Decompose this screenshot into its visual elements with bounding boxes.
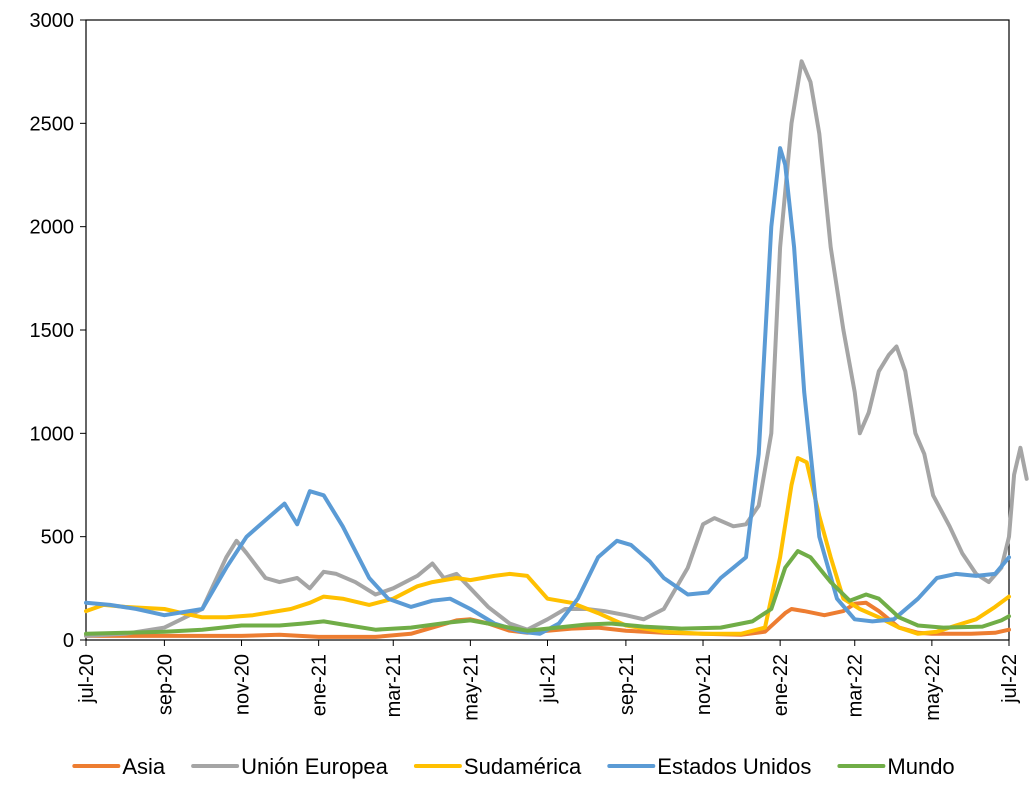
y-axis: 0 500 1000 1500 2000 2500 3000 <box>30 10 86 652</box>
series-line-union-europea <box>84 59 1029 638</box>
x-tick-label: nov-21 <box>693 654 715 715</box>
x-tick-label: jul-20 <box>76 654 98 704</box>
legend-label-sudamerica: Sudamérica <box>464 754 582 779</box>
plot-area <box>85 19 1010 641</box>
series-line-mundo <box>84 549 1011 636</box>
series-line-estados-unidos <box>84 146 1011 636</box>
x-tick-label: mar-21 <box>383 654 405 717</box>
legend-label-mundo: Mundo <box>887 754 954 779</box>
y-tick-label: 1500 <box>30 320 75 342</box>
x-tick-label: ene-22 <box>770 654 792 716</box>
y-tick-label: 500 <box>41 527 74 549</box>
x-tick-label: nov-20 <box>232 654 254 715</box>
x-tick-label: mar-22 <box>845 654 867 717</box>
legend-label-estados-unidos: Estados Unidos <box>657 754 811 779</box>
y-tick-label: 3000 <box>30 10 75 32</box>
series-lines <box>84 59 1029 639</box>
y-tick-label: 2500 <box>30 113 75 135</box>
legend: Asia Unión Europea Sudamérica Estados Unido… <box>72 754 955 779</box>
x-tick-label: jul-22 <box>999 654 1021 704</box>
x-tick-label: ene-21 <box>309 654 331 716</box>
legend-label-asia: Asia <box>122 754 166 779</box>
legend-label-union-europea: Unión Europea <box>241 754 389 779</box>
x-tick-label: may-22 <box>922 654 944 721</box>
x-tick-label: may-21 <box>460 654 482 721</box>
x-axis: jul-20 sep-20 nov-20 ene-21 mar-21 may-21 jul-… <box>76 640 1021 721</box>
x-tick-label: sep-21 <box>616 654 638 715</box>
y-tick-label: 2000 <box>30 217 75 239</box>
x-tick-label: jul-21 <box>538 654 560 704</box>
y-tick-label: 0 <box>63 630 74 652</box>
y-tick-label: 1000 <box>30 423 75 445</box>
x-tick-label: sep-20 <box>154 654 176 715</box>
series-line-sudamerica <box>84 456 1011 636</box>
